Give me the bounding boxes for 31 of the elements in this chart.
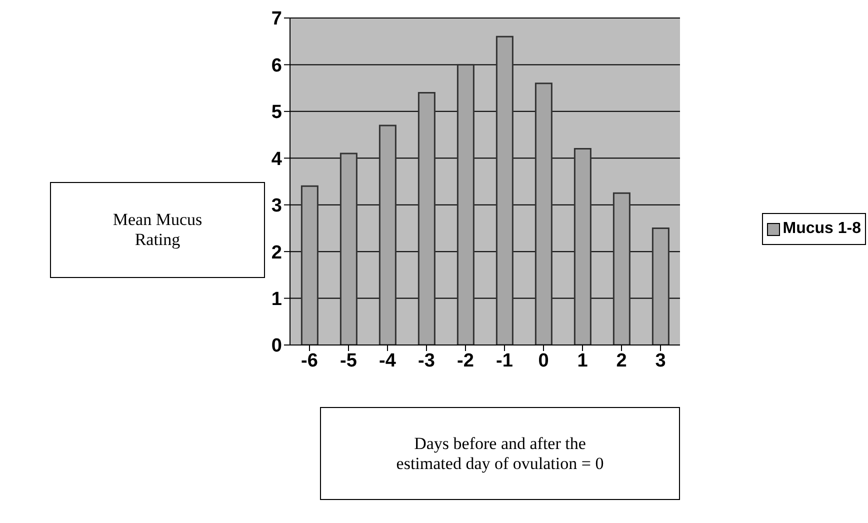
- x-tick-label: -5: [340, 350, 358, 372]
- bar: [300, 185, 318, 345]
- y-tick-label: 3: [271, 196, 282, 217]
- bar: [574, 148, 592, 345]
- y-tick-label: 1: [271, 289, 282, 310]
- y-tick-label: 7: [271, 8, 282, 30]
- x-tick-label: 3: [655, 350, 666, 372]
- x-tick-label: 1: [577, 350, 588, 372]
- y-tick-label: 4: [271, 148, 282, 170]
- x-tick-label: 2: [616, 350, 627, 372]
- x-tick-label: -3: [418, 350, 435, 372]
- y-tick-label: 2: [271, 242, 282, 264]
- x-tick-label: -6: [301, 350, 318, 372]
- legend-label: Mucus 1-8: [782, 220, 861, 238]
- x-tick-label: 0: [538, 350, 549, 372]
- y-tick-label: 5: [271, 102, 282, 124]
- bar: [378, 124, 396, 345]
- y-tick-label: 0: [271, 336, 282, 357]
- bar: [652, 227, 670, 345]
- bar: [534, 82, 552, 345]
- x-tick-label: -1: [496, 350, 514, 372]
- y-tick-label: 6: [271, 55, 282, 76]
- y-axis-title: Mean Mucus Rating: [50, 182, 265, 278]
- bar: [340, 152, 358, 345]
- bar: [418, 92, 436, 345]
- bar: [496, 36, 514, 345]
- x-tick-label: -2: [457, 350, 474, 372]
- bar: [612, 192, 630, 345]
- x-tick-label: -4: [379, 350, 396, 372]
- x-axis-title: Days before and after the estimated day of ovulation = 0: [320, 407, 680, 500]
- bar: [456, 64, 474, 345]
